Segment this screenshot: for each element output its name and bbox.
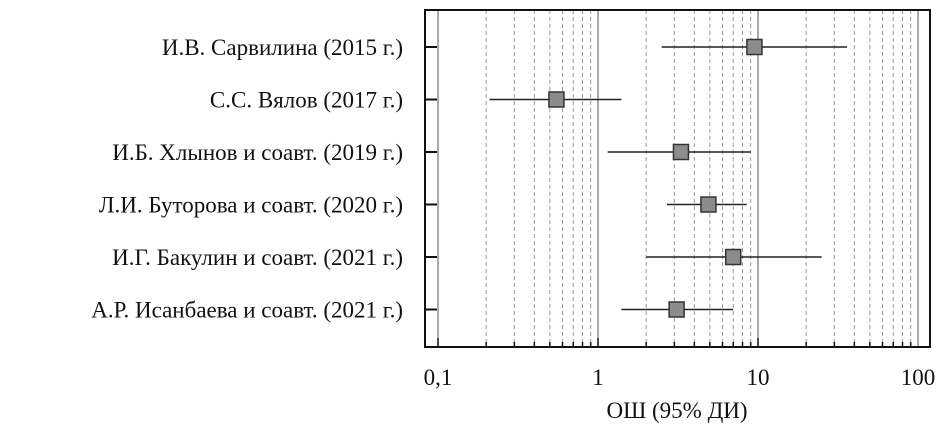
study-row: Л.И. Буторова и соавт. (2020 г.) <box>99 193 747 218</box>
study-row: А.Р. Исанбаева и соавт. (2021 г.) <box>91 298 734 323</box>
axis-ticks: 0,1 1 10 100 <box>424 338 936 390</box>
study-label: И.В. Сарвилина (2015 г.) <box>162 35 403 60</box>
gridlines <box>437 10 919 347</box>
study-row: И.В. Сарвилина (2015 г.) <box>162 35 848 60</box>
odds-ratio-marker <box>672 143 690 161</box>
x-tick-label: 0,1 <box>424 365 453 390</box>
study-label: Л.И. Буторова и соавт. (2020 г.) <box>99 193 403 218</box>
study-label: И.Г. Бакулин и соавт. (2021 г.) <box>112 245 403 270</box>
odds-ratio-marker <box>700 196 717 213</box>
odds-ratio-marker <box>746 38 763 56</box>
x-tick-label: 100 <box>901 365 936 390</box>
study-row: С.С. Вялов (2017 г.) <box>210 88 622 113</box>
study-rows: И.В. Сарвилина (2015 г.) С.С. Вялов (2017… <box>91 35 848 323</box>
x-tick-label: 10 <box>747 365 770 390</box>
study-label: С.С. Вялов (2017 г.) <box>210 88 403 113</box>
x-tick-label: 1 <box>592 365 604 390</box>
odds-ratio-marker <box>724 248 742 266</box>
study-row: И.Г. Бакулин и соавт. (2021 г.) <box>112 245 822 270</box>
odds-ratio-marker <box>668 301 685 318</box>
odds-ratio-marker <box>548 91 565 108</box>
study-label: И.Б. Хлынов и соавт. (2019 г.) <box>112 140 403 165</box>
plot-frame <box>424 9 931 348</box>
study-label: А.Р. Исанбаева и соавт. (2021 г.) <box>91 298 403 323</box>
x-axis-title: ОШ (95% ДИ) <box>606 398 747 423</box>
study-row: И.Б. Хлынов и соавт. (2019 г.) <box>112 140 751 165</box>
